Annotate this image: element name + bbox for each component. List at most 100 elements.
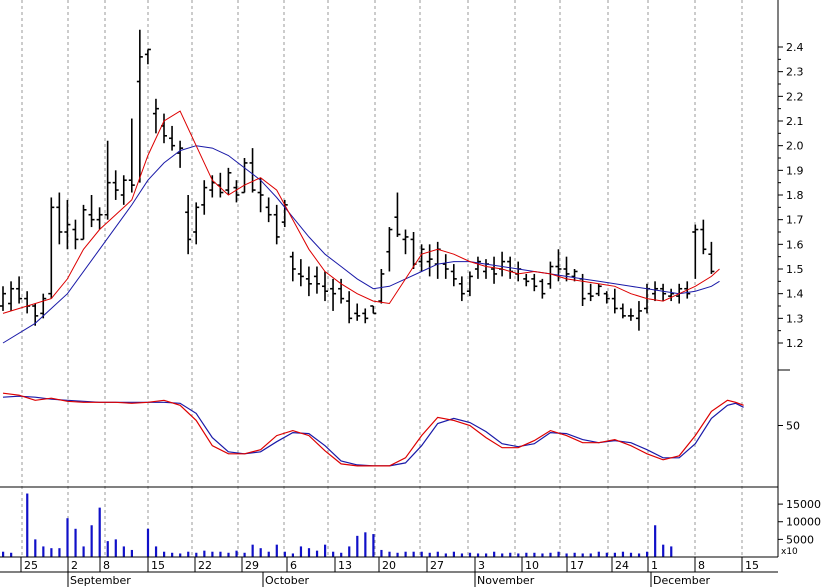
volume-bar <box>404 551 407 557</box>
price-bar <box>660 283 667 302</box>
price-bar <box>708 241 715 274</box>
price-bar <box>169 125 176 151</box>
price-tick-label: 2.0 <box>786 140 804 153</box>
volume-bar <box>259 548 262 557</box>
price-bar <box>249 148 256 193</box>
price-bar <box>386 227 393 272</box>
moving-average-slow <box>2 145 720 344</box>
price-bar <box>523 273 530 287</box>
volume-bar <box>541 553 544 557</box>
price-tick-label: 1.3 <box>786 312 804 325</box>
y-axis-ticks: 1.2 1.3 1.4 1.5 1.6 1.7 1.8 1.9 2.0 2.1 2.2 2.3 2.4 5… <box>778 41 821 546</box>
price-bar <box>539 278 546 299</box>
volume-bar <box>533 552 536 557</box>
price-bar <box>515 261 522 282</box>
volume-bar <box>380 549 383 557</box>
price-bar <box>313 266 320 294</box>
day-label: 20 <box>382 559 396 572</box>
volume-unit-label: x10 <box>781 547 798 557</box>
day-label: 10 <box>525 559 539 572</box>
price-bar <box>40 293 47 319</box>
price-bar <box>48 197 55 299</box>
volume-bar <box>364 532 367 557</box>
volume-bar <box>10 552 13 557</box>
price-bar <box>595 283 602 297</box>
price-tick-label: 1.4 <box>786 288 804 301</box>
price-tick-label: 1.5 <box>786 263 804 276</box>
price-bar <box>692 224 699 279</box>
volume-bar <box>557 551 560 557</box>
price-tick-label: 2.4 <box>786 41 804 54</box>
price-bar <box>627 308 634 321</box>
volume-bar <box>243 552 246 557</box>
price-bar <box>587 283 594 302</box>
x-axis-ticks: 25 2 8 15 22 29 6 13 20 27 3 10 17 24 1 8 15 September Oct… <box>20 557 759 587</box>
moving-average-fast <box>2 110 720 314</box>
volume-bar <box>251 544 254 557</box>
volume-bar <box>2 551 5 557</box>
volume-bar <box>74 528 77 557</box>
volume-bar <box>340 552 343 557</box>
price-bar <box>144 48 151 65</box>
price-tick-label: 2.2 <box>786 90 804 103</box>
day-label: 8 <box>698 559 705 572</box>
price-bar <box>161 113 167 144</box>
volume-bar <box>90 525 93 557</box>
price-bar <box>635 301 642 331</box>
oscillator-slow-line <box>2 395 744 467</box>
volume-bar <box>460 553 464 557</box>
price-bar <box>362 308 369 324</box>
volume-bar <box>66 518 69 557</box>
price-bar <box>233 180 240 203</box>
volume-bar <box>82 546 85 557</box>
day-label: 1 <box>651 559 658 572</box>
volume-bar <box>501 553 504 557</box>
volume-bar <box>549 552 552 557</box>
oscillator-tick-label: 50 <box>786 420 800 433</box>
price-bar <box>426 244 433 277</box>
price-bar <box>491 256 498 284</box>
price-bar <box>571 269 578 282</box>
price-bar <box>418 244 425 272</box>
volume-bar <box>154 546 158 557</box>
price-bar <box>354 303 361 321</box>
volume-bar <box>565 553 568 557</box>
volume-bar <box>428 552 431 557</box>
volume-bar <box>573 552 576 557</box>
price-bar <box>225 167 232 195</box>
volume-bar <box>332 551 335 557</box>
price-bar <box>603 291 610 304</box>
month-label: December <box>653 574 711 587</box>
volume-bar <box>179 553 182 557</box>
volume-bar <box>476 553 480 557</box>
month-label: November <box>477 574 535 587</box>
volume-bar <box>227 552 230 557</box>
price-bar <box>24 291 31 314</box>
volume-bars <box>2 493 673 557</box>
day-label: 8 <box>103 559 110 572</box>
price-bar <box>322 271 328 302</box>
price-bar <box>434 241 441 279</box>
price-bar <box>547 261 554 289</box>
volume-bar <box>307 548 311 557</box>
volume-bar <box>589 553 592 557</box>
volume-bar <box>315 550 319 557</box>
volume-bar <box>211 551 214 557</box>
price-bar <box>177 140 184 168</box>
price-bar <box>700 219 707 255</box>
volume-bar <box>637 553 641 557</box>
price-bar <box>394 192 401 237</box>
volume-bar <box>629 552 633 557</box>
volume-bar <box>654 525 657 557</box>
price-bar <box>201 180 208 215</box>
price-bar <box>531 273 538 292</box>
volume-bar <box>662 544 665 557</box>
volume-bar <box>509 552 512 557</box>
volume-bar <box>146 528 150 557</box>
price-bar <box>104 140 111 220</box>
day-label: 24 <box>615 559 629 572</box>
price-tick-label: 1.8 <box>786 189 804 202</box>
price-bar <box>120 175 127 205</box>
volume-tick-label: 15000 <box>786 498 821 511</box>
